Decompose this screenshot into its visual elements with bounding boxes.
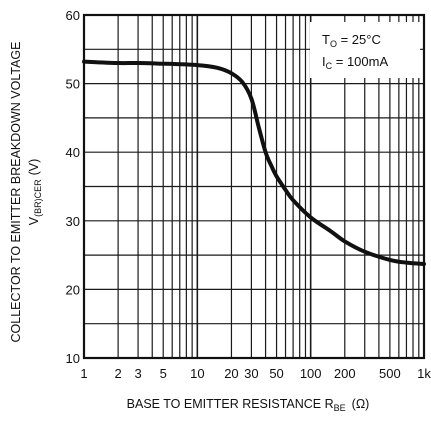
y-tick-label: 50 [66,77,80,92]
y-tick-label: 30 [66,214,80,229]
x-tick-label: 10 [190,366,204,381]
series-layer [82,59,426,266]
condition-temperature: TO = 25°C [322,32,381,49]
y-axis-title-line1: COLLECTOR TO EMITTER BREAKDOWN VOLTAGE [9,42,23,343]
x-tick-label: 30 [244,366,258,381]
x-axis-title: BASE TO EMITTER RESISTANCE RBE (Ω) [127,397,370,413]
y-tick-label: 40 [66,145,80,160]
x-tick-label: 50 [269,366,283,381]
x-tick-label: 100 [300,366,322,381]
x-tick-label: 1 [80,366,87,381]
y-tick-label: 60 [66,8,80,23]
x-tick-label: 2 [114,366,121,381]
tick-labels: 1 2 3 5 10 20 30 50 100 200 500 1k 10 20 30 40 50 60 [66,8,431,381]
y-tick-label: 10 [66,351,80,366]
plot-frame [82,13,426,360]
y-tick-label: 20 [66,282,80,297]
plot-border [82,13,426,360]
x-tick-label: 20 [224,366,238,381]
x-tick-label: 3 [134,366,141,381]
breakdown-voltage-curve [82,59,426,266]
conditions-box [310,22,420,78]
x-tick-label: 5 [160,366,167,381]
x-tick-label: 1k [417,366,431,381]
condition-current: IC = 100mA [322,54,388,71]
y-axis-title-line2: V(BR)CER(V) [27,159,43,226]
x-tick-label: 200 [334,366,356,381]
x-tick-label: 500 [379,366,401,381]
